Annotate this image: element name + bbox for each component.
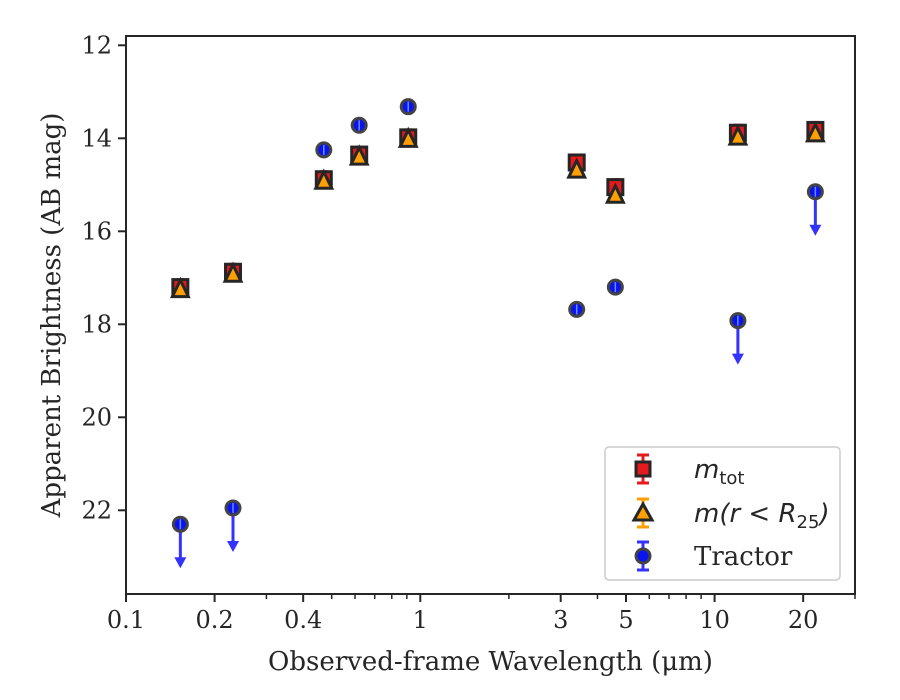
triangle-marker — [348, 144, 370, 166]
legend-label: Tractor — [694, 542, 793, 572]
upper-limit-arrowhead — [731, 353, 744, 365]
x-tick-label: 5 — [618, 606, 633, 634]
triangle-marker — [397, 126, 419, 148]
data-point — [350, 116, 368, 134]
legend-label-subscript: 25 — [797, 512, 820, 533]
upper-limit-arrowhead — [809, 224, 822, 236]
x-tick-label: 0.1 — [107, 606, 145, 634]
data-point — [313, 168, 335, 190]
data-point — [729, 312, 747, 365]
series-triangle — [169, 121, 826, 299]
x-tick-label: 1 — [413, 606, 428, 634]
triangle-marker — [169, 276, 191, 299]
data-point — [727, 124, 749, 146]
triangle-marker — [604, 182, 626, 204]
legend: mtot m(r < R25) Tractor — [604, 446, 841, 581]
x-axis-ticks: 0.1 0.2 0.4 1 3 5 10 20 — [107, 594, 856, 634]
data-point — [169, 276, 191, 299]
data-point — [604, 182, 626, 204]
data-point — [806, 183, 824, 236]
triangle-marker — [222, 261, 244, 283]
data-point — [315, 141, 333, 159]
data-point — [397, 126, 419, 148]
data-marks — [169, 98, 826, 569]
x-tick-label: 3 — [553, 606, 568, 634]
legend-label: mtot — [694, 455, 744, 489]
legend-box — [604, 446, 841, 581]
triangle-marker — [804, 121, 826, 143]
x-tick-label: 0.4 — [284, 606, 322, 634]
y-tick-label: 14 — [81, 124, 112, 152]
legend-item: m(r < R25) — [631, 497, 830, 533]
y-tick-label: 18 — [81, 310, 112, 338]
data-point — [399, 98, 417, 116]
legend-label: m(r < R25) — [694, 499, 830, 533]
y-tick-label: 22 — [81, 496, 112, 524]
legend-label-main: m(r < R — [694, 499, 797, 529]
x-tick-label: 20 — [788, 606, 819, 634]
y-tick-label: 12 — [81, 31, 112, 59]
data-point — [171, 515, 189, 569]
legend-triangle-marker — [631, 500, 655, 522]
legend-item: mtot — [634, 453, 744, 489]
triangle-marker — [727, 124, 749, 146]
data-point — [566, 157, 588, 179]
y-axis-ticks: 12 14 16 18 20 22 — [81, 31, 126, 524]
data-point — [224, 499, 242, 552]
x-axis-label: Observed-frame Wavelength (μm) — [268, 647, 713, 677]
x-tick-label: 0.2 — [196, 606, 234, 634]
data-point — [804, 121, 826, 143]
upper-limit-arrowhead — [227, 540, 240, 552]
data-point — [348, 144, 370, 166]
y-axis-label: Apparent Brightness (AB mag) — [37, 113, 67, 519]
x-tick-label: 10 — [699, 606, 730, 634]
data-point — [606, 278, 624, 296]
legend-label-tail: ) — [817, 499, 829, 529]
upper-limit-arrowhead — [174, 557, 187, 569]
data-point — [222, 261, 244, 283]
legend-label-main: m — [694, 455, 719, 485]
legend-item: Tractor — [634, 540, 793, 572]
y-tick-label: 20 — [81, 403, 112, 431]
y-tick-label: 16 — [81, 217, 112, 245]
triangle-marker — [566, 157, 588, 179]
plot-area-frame — [125, 35, 856, 595]
legend-square-marker — [634, 460, 652, 478]
data-point — [568, 300, 586, 318]
legend-label-subscript: tot — [719, 468, 744, 489]
series-circle — [171, 98, 824, 569]
legend-circle-marker — [634, 547, 652, 565]
triangle-marker — [313, 168, 335, 190]
